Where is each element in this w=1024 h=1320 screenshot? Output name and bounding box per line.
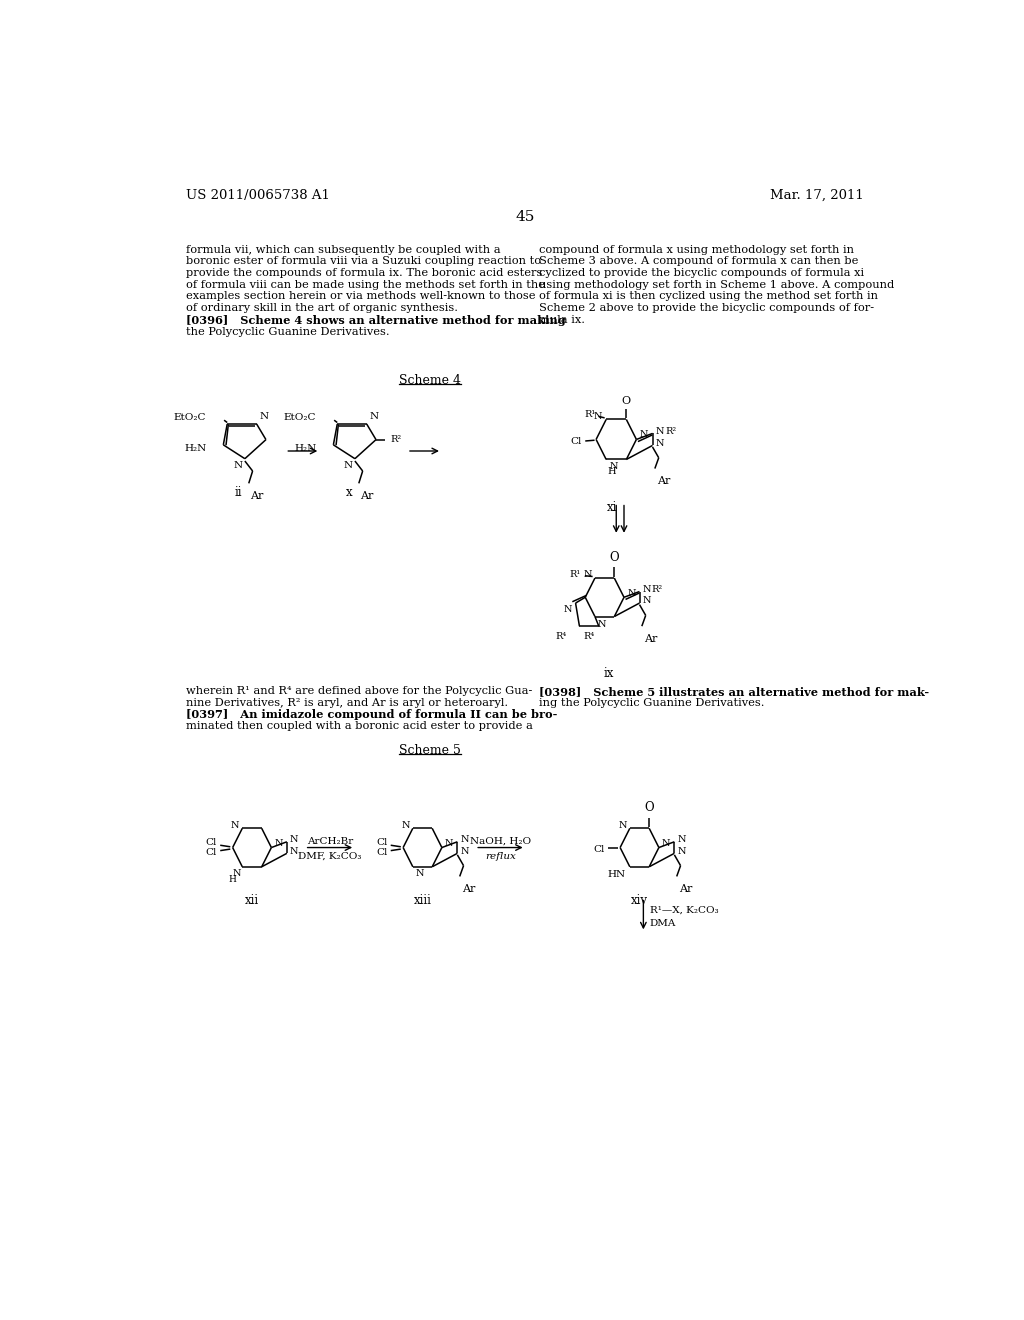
- Text: EtO₂C: EtO₂C: [283, 413, 315, 422]
- Text: Ar: Ar: [462, 884, 475, 894]
- Text: N: N: [678, 846, 686, 855]
- Text: N: N: [643, 585, 651, 594]
- Text: N: N: [343, 461, 352, 470]
- Text: N: N: [640, 430, 648, 440]
- Text: formula vii, which can subsequently be coupled with a: formula vii, which can subsequently be c…: [186, 244, 501, 255]
- Text: R²: R²: [665, 426, 676, 436]
- Text: H₂N: H₂N: [294, 445, 316, 453]
- Text: N: N: [260, 412, 269, 421]
- Text: Ar: Ar: [679, 884, 692, 894]
- Text: Cl: Cl: [593, 845, 604, 854]
- Text: reflux: reflux: [485, 853, 516, 861]
- Text: O: O: [609, 552, 620, 564]
- Text: Cl: Cl: [376, 838, 388, 847]
- Text: Ar: Ar: [644, 634, 657, 644]
- Text: N: N: [401, 821, 410, 830]
- Text: xiii: xiii: [414, 894, 431, 907]
- Text: Ar: Ar: [657, 477, 671, 486]
- Text: N: N: [290, 836, 298, 843]
- Text: using methodology set forth in Scheme 1 above. A compound: using methodology set forth in Scheme 1 …: [539, 280, 894, 290]
- Text: nine Derivatives, R² is aryl, and Ar is aryl or heteroaryl.: nine Derivatives, R² is aryl, and Ar is …: [186, 697, 508, 708]
- Text: N: N: [370, 412, 379, 421]
- Text: R⁴: R⁴: [556, 632, 567, 642]
- Text: xii: xii: [245, 894, 259, 907]
- Text: [0396]   Scheme 4 shows an alternative method for making: [0396] Scheme 4 shows an alternative met…: [186, 315, 566, 326]
- Text: N: N: [643, 597, 651, 606]
- Text: of formula viii can be made using the methods set forth in the: of formula viii can be made using the me…: [186, 280, 545, 290]
- Text: N: N: [598, 620, 606, 630]
- Text: N: N: [461, 836, 469, 843]
- Text: N: N: [627, 589, 636, 598]
- Text: provide the compounds of formula ix. The boronic acid esters: provide the compounds of formula ix. The…: [186, 268, 543, 279]
- Text: N: N: [445, 840, 454, 849]
- Text: [0398]   Scheme 5 illustrates an alternative method for mak-: [0398] Scheme 5 illustrates an alternati…: [539, 686, 929, 697]
- Text: EtO₂C: EtO₂C: [173, 413, 206, 422]
- Text: Mar. 17, 2011: Mar. 17, 2011: [770, 189, 864, 202]
- Text: H: H: [607, 467, 616, 477]
- Text: US 2011/0065738 A1: US 2011/0065738 A1: [186, 189, 330, 202]
- Text: DMF, K₂CO₃: DMF, K₂CO₃: [298, 853, 361, 861]
- Text: compound of formula x using methodology set forth in: compound of formula x using methodology …: [539, 244, 854, 255]
- Text: Cl: Cl: [570, 437, 583, 446]
- Text: N: N: [230, 821, 240, 830]
- Text: N: N: [564, 605, 572, 614]
- Text: N: N: [584, 570, 592, 579]
- Text: N: N: [415, 869, 424, 878]
- Text: ii: ii: [236, 486, 243, 499]
- Text: N: N: [678, 836, 686, 843]
- Text: R⁴: R⁴: [584, 632, 595, 642]
- Text: O: O: [644, 801, 654, 814]
- Text: ArCH₂Br: ArCH₂Br: [307, 837, 353, 846]
- Text: N: N: [290, 846, 298, 855]
- Text: x: x: [345, 486, 352, 499]
- Text: N: N: [274, 840, 283, 849]
- Text: DMA: DMA: [649, 919, 676, 928]
- Text: N: N: [461, 846, 469, 855]
- Text: R¹: R¹: [584, 411, 595, 420]
- Text: [0397]   An imidazole compound of formula II can be bro-: [0397] An imidazole compound of formula …: [186, 709, 557, 721]
- Text: H: H: [228, 875, 237, 883]
- Text: N: N: [233, 461, 243, 470]
- Text: xiv: xiv: [631, 894, 648, 907]
- Text: N: N: [655, 426, 665, 436]
- Text: Scheme 3 above. A compound of formula x can then be: Scheme 3 above. A compound of formula x …: [539, 256, 858, 267]
- Text: HN: HN: [607, 870, 626, 879]
- Text: ing the Polycyclic Guanine Derivatives.: ing the Polycyclic Guanine Derivatives.: [539, 697, 764, 708]
- Text: O: O: [622, 396, 631, 405]
- Text: examples section herein or via methods well-known to those: examples section herein or via methods w…: [186, 292, 536, 301]
- Text: wherein R¹ and R⁴ are defined above for the Polycyclic Gua-: wherein R¹ and R⁴ are defined above for …: [186, 686, 532, 696]
- Text: N: N: [662, 840, 671, 849]
- Text: boronic ester of formula viii via a Suzuki coupling reaction to: boronic ester of formula viii via a Suzu…: [186, 256, 542, 267]
- Text: R¹: R¹: [569, 570, 581, 579]
- Text: N: N: [594, 412, 602, 421]
- Text: mula ix.: mula ix.: [539, 315, 585, 325]
- Text: Cl: Cl: [206, 847, 217, 857]
- Text: of formula xi is then cyclized using the method set forth in: of formula xi is then cyclized using the…: [539, 292, 878, 301]
- Text: R²: R²: [652, 585, 663, 594]
- Text: cyclized to provide the bicyclic compounds of formula xi: cyclized to provide the bicyclic compoun…: [539, 268, 864, 279]
- Text: R²: R²: [390, 436, 401, 444]
- Text: R¹—X, K₂CO₃: R¹—X, K₂CO₃: [649, 906, 718, 915]
- Text: ix: ix: [603, 667, 613, 680]
- Text: Scheme 5: Scheme 5: [399, 743, 461, 756]
- Text: Ar: Ar: [250, 491, 263, 502]
- Text: N: N: [609, 462, 617, 471]
- Text: N: N: [232, 869, 241, 878]
- Text: N: N: [618, 821, 627, 830]
- Text: Cl: Cl: [206, 838, 217, 847]
- Text: N: N: [655, 438, 665, 447]
- Text: 45: 45: [515, 210, 535, 224]
- Text: Scheme 4: Scheme 4: [399, 374, 461, 387]
- Text: minated then coupled with a boronic acid ester to provide a: minated then coupled with a boronic acid…: [186, 721, 534, 731]
- Text: the Polycyclic Guanine Derivatives.: the Polycyclic Guanine Derivatives.: [186, 326, 390, 337]
- Text: of ordinary skill in the art of organic synthesis.: of ordinary skill in the art of organic …: [186, 304, 458, 313]
- Text: Scheme 2 above to provide the bicyclic compounds of for-: Scheme 2 above to provide the bicyclic c…: [539, 304, 873, 313]
- Text: Cl: Cl: [376, 847, 388, 857]
- Text: xi: xi: [607, 502, 617, 513]
- Text: H₂N: H₂N: [184, 445, 206, 453]
- Text: NaOH, H₂O: NaOH, H₂O: [470, 837, 531, 846]
- Text: Ar: Ar: [360, 491, 374, 502]
